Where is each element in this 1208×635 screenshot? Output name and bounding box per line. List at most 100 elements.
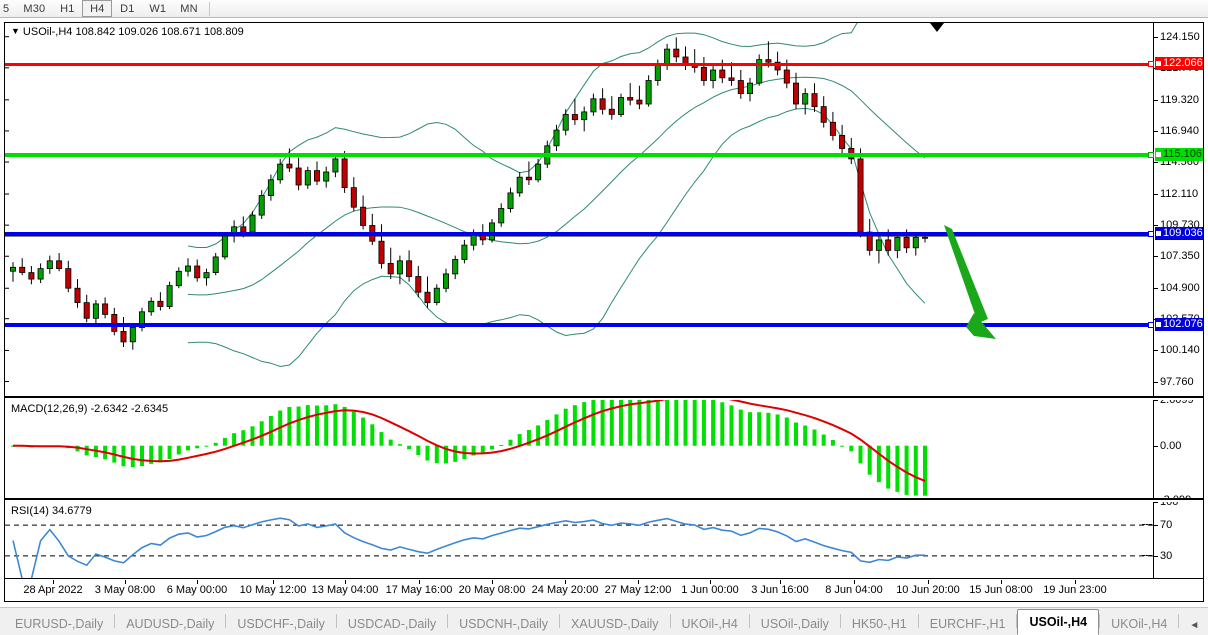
tab-divider <box>839 614 841 628</box>
macd-axis-tick <box>1154 400 1158 401</box>
symbol-tab-usoil--h4[interactable]: USOil-,H4 <box>1017 609 1100 635</box>
time-axis-label: 24 May 20:00 <box>531 584 599 596</box>
symbol-tab-audusd--daily[interactable]: AUDUSD-,Daily <box>126 617 215 631</box>
symbol-tab-eurchf--h1[interactable]: EURCHF-,H1 <box>929 617 1006 631</box>
time-axis-label: 20 May 08:00 <box>458 584 526 596</box>
macd-pane[interactable]: 2.6099 0.00 -3.099 MACD(12,26,9) -2.6342 -… <box>5 400 1203 500</box>
price-axis-tick <box>1154 381 1158 383</box>
time-axis-label: 1 Jun 00:00 <box>681 584 739 596</box>
price-axis-label: 114.560 <box>1160 156 1199 169</box>
level-handle[interactable] <box>1148 322 1154 329</box>
macd-plot-area[interactable] <box>5 400 1153 498</box>
level-handle[interactable] <box>1148 151 1154 158</box>
symbol-tab-usdcad--daily[interactable]: USDCAD-,Daily <box>347 617 437 631</box>
symbol-tab-ukoil--h4[interactable]: UKOil-,H4 <box>1111 617 1168 631</box>
macd-indicator-chart <box>11 400 927 496</box>
tab-divider <box>335 614 337 628</box>
triangle-down-icon[interactable]: ▼ <box>11 26 20 36</box>
macd-axis-label: 0.00 <box>1160 439 1182 452</box>
time-axis-label: 10 Jun 20:00 <box>896 584 960 596</box>
price-axis-tick <box>1154 36 1158 38</box>
symbol-tab-usdcnh--daily[interactable]: USDCNH-,Daily <box>459 617 549 631</box>
timeframe-button-m30[interactable]: M30 <box>23 2 46 15</box>
price-level-tag-level-green[interactable]: 115.106 <box>1155 147 1203 161</box>
timeframe-button-h4[interactable]: H4 <box>82 0 113 17</box>
price-axis-label: 112.110 <box>1160 188 1199 201</box>
macd-axis-label: 2.6099 <box>1160 400 1194 406</box>
time-axis-label: 10 May 12:00 <box>239 584 307 596</box>
rsi-axis-label: 100 <box>1160 502 1179 508</box>
timeframe-button-5[interactable]: 5 <box>3 2 10 15</box>
level-tag-knob <box>1156 322 1161 328</box>
price-axis-tick <box>1154 162 1158 164</box>
level-tag-knob <box>1156 60 1161 66</box>
price-level-tag-resistance-red[interactable]: 122.066 <box>1155 56 1203 70</box>
time-axis[interactable]: 28 Apr 2022 3 May 08:00 6 May 00:00 10 May … <box>5 580 1203 601</box>
down-arrow-annotation[interactable] <box>930 223 1010 358</box>
rsi-axis-label: 30 <box>1160 549 1173 562</box>
price-level-tag-support-blue-lower[interactable]: 102.076 <box>1155 318 1203 332</box>
rsi-axis-label: 70 <box>1160 519 1173 532</box>
time-axis-label: 19 Jun 23:00 <box>1043 584 1107 596</box>
price-pane[interactable]: 124.150121.770119.320116.940114.560112.1… <box>5 23 1203 398</box>
price-level-tag-support-blue-upper[interactable]: 109.036 <box>1155 227 1203 241</box>
price-axis-label: 124.150 <box>1160 30 1200 43</box>
symbol-tab-eurusd--daily[interactable]: EURUSD-,Daily <box>15 617 104 631</box>
time-axis-label: 3 Jun 16:00 <box>751 584 809 596</box>
triangle-down-marker[interactable] <box>930 23 944 32</box>
price-axis-tick <box>1154 99 1158 101</box>
time-axis-label: 17 May 16:00 <box>385 584 453 596</box>
tab-divider <box>669 614 671 628</box>
price-level-line-level-green[interactable] <box>5 151 1154 158</box>
macd-axis: 2.6099 0.00 -3.099 <box>1153 400 1203 498</box>
price-level-line-support-blue-lower[interactable] <box>5 322 1154 329</box>
symbol-tab-ukoil--h4[interactable]: UKOil-,H4 <box>681 617 738 631</box>
price-plot-area[interactable] <box>5 23 1154 396</box>
rsi-plot-area[interactable] <box>5 502 1153 578</box>
price-axis-label: 107.350 <box>1160 250 1200 263</box>
level-price-text: 109.036 <box>1163 227 1203 240</box>
time-axis-tick <box>419 580 420 584</box>
price-axis-label: 100.140 <box>1160 344 1200 357</box>
level-price-text: 115.106 <box>1163 147 1202 160</box>
price-axis-label: 119.320 <box>1160 93 1199 106</box>
symbol-tab-hk50--h1[interactable]: HK50-,H1 <box>851 617 907 631</box>
time-axis-tick <box>780 580 781 584</box>
rsi-axis-tick <box>1154 525 1158 527</box>
price-axis-tick <box>1154 350 1158 352</box>
price-axis-label: 97.760 <box>1160 375 1194 388</box>
time-axis-tick <box>492 580 493 584</box>
time-axis-label: 8 Jun 04:00 <box>825 584 883 596</box>
price-level-line-resistance-red[interactable] <box>5 61 1154 68</box>
tab-scroll-left-icon[interactable]: ◄ <box>1189 620 1200 631</box>
time-axis-label: 28 Apr 2022 <box>23 584 83 596</box>
time-axis-label: 6 May 00:00 <box>166 584 228 596</box>
symbol-tab-xauusd--daily[interactable]: XAUUSD-,Daily <box>571 617 659 631</box>
timeframe-button-mn[interactable]: MN <box>180 2 198 15</box>
symbol-tab-usoil--daily[interactable]: USOil-,Daily <box>760 617 829 631</box>
rsi-pane[interactable]: 100 70 30 RSI(14) 34.6779 <box>5 502 1203 579</box>
timeframe-button-d1[interactable]: D1 <box>120 2 135 15</box>
tab-divider <box>559 614 561 628</box>
time-axis-label: 15 Jun 08:00 <box>969 584 1033 596</box>
rsi-pane-label: RSI(14) 34.6779 <box>10 505 93 517</box>
rsi-axis: 100 70 30 <box>1142 502 1203 578</box>
symbol-tab-usdchf--daily[interactable]: USDCHF-,Daily <box>237 617 325 631</box>
level-handle[interactable] <box>1148 61 1154 68</box>
level-handle[interactable] <box>1148 231 1154 238</box>
price-axis[interactable]: 124.150121.770119.320116.940114.560112.1… <box>1153 23 1203 396</box>
timeframe-button-h1[interactable]: H1 <box>60 2 75 15</box>
tab-divider <box>447 614 449 628</box>
tab-scroll-controls[interactable]: ◄ ► <box>1179 620 1208 635</box>
price-axis-tick <box>1154 130 1158 132</box>
price-level-line-support-blue-upper[interactable] <box>5 231 1154 238</box>
symbol-tabbar[interactable]: EURUSD-,Daily AUDUSD-,Daily USDCHF-,Daily U… <box>0 607 1208 635</box>
macd-pane-label: MACD(12,26,9) -2.6342 -2.6345 <box>10 403 170 415</box>
timeframe-button-w1[interactable]: W1 <box>149 2 167 15</box>
time-axis-tick <box>53 580 54 584</box>
price-axis-tick <box>1154 288 1158 290</box>
rsi-threshold-dash <box>1142 554 1152 556</box>
macd-axis-tick <box>1154 445 1158 447</box>
time-axis-tick <box>197 580 198 584</box>
